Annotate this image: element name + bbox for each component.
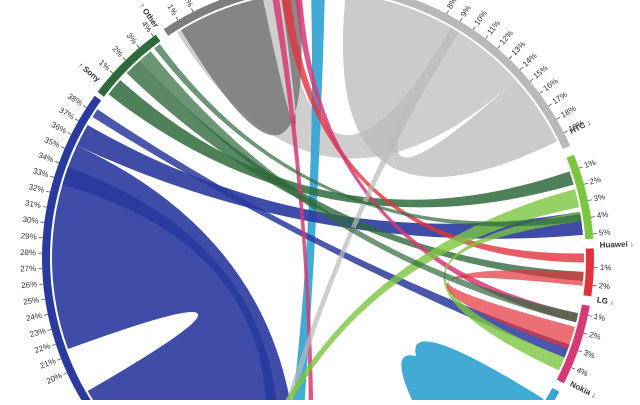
- tick: [530, 79, 533, 82]
- tick-label: 8%: [445, 0, 458, 10]
- tick-label: 37%: [57, 106, 75, 122]
- tick-label: 10%: [472, 9, 488, 27]
- group-label: LG ↓: [596, 295, 614, 306]
- tick: [548, 104, 551, 106]
- tick-label: 35%: [43, 135, 61, 150]
- tick-label: 25%: [23, 295, 40, 306]
- tick-label: 1%: [165, 3, 179, 18]
- tick-label: 2%: [110, 44, 125, 59]
- tick-label: 22%: [33, 341, 51, 355]
- tick: [151, 33, 153, 36]
- tick-label: 38%: [66, 92, 84, 108]
- tick-label: 11%: [485, 19, 502, 37]
- tick: [486, 36, 488, 39]
- tick: [191, 8, 193, 12]
- tick: [571, 368, 575, 370]
- tick-label: 4%: [575, 366, 589, 379]
- tick-label: 29%: [20, 231, 37, 241]
- tick-label: 1%: [583, 158, 597, 170]
- tick: [52, 344, 56, 345]
- tick: [557, 117, 560, 119]
- tick: [584, 183, 588, 184]
- tick: [498, 45, 501, 48]
- tick: [584, 333, 588, 334]
- tick-label: 4%: [596, 210, 609, 221]
- tick-label: 2%: [588, 330, 602, 342]
- tick-label: 5%: [599, 228, 611, 238]
- group-arc: [583, 248, 594, 296]
- tick: [61, 147, 65, 149]
- tick: [588, 200, 592, 201]
- tick-label: 33%: [32, 166, 50, 179]
- tick-label: 9%: [459, 4, 473, 19]
- tick-label: 2%: [182, 0, 195, 8]
- tick-label: 36%: [50, 120, 68, 135]
- tick: [75, 119, 78, 121]
- tick-label: 3%: [593, 192, 606, 203]
- tick-label: 1%: [593, 312, 606, 323]
- tick-label: 23%: [29, 326, 47, 339]
- tick-label: 1%: [97, 58, 112, 72]
- tick: [40, 222, 44, 223]
- tick-label: 27%: [20, 264, 36, 274]
- tick: [578, 351, 582, 352]
- tick: [137, 45, 140, 48]
- tick: [46, 191, 50, 192]
- tick-label: 31%: [24, 198, 41, 210]
- tick-label: 24%: [25, 311, 43, 323]
- tick: [63, 373, 67, 375]
- tick: [588, 315, 592, 316]
- tick: [44, 314, 48, 315]
- tick-label: 21%: [39, 356, 57, 370]
- tick-label: 13%: [510, 40, 528, 58]
- group-label: Nokia ↓: [569, 379, 598, 400]
- tick: [540, 91, 543, 93]
- tick-label: 32%: [28, 182, 46, 195]
- tick-label: 18%: [559, 104, 577, 120]
- tick: [57, 359, 61, 360]
- tick-label: 14%: [521, 51, 539, 69]
- tick: [50, 176, 54, 177]
- tick-label: 28%: [20, 248, 36, 257]
- tick: [68, 133, 72, 135]
- tick: [110, 71, 113, 74]
- tick-label: 12%: [498, 29, 515, 47]
- tick-label: 34%: [37, 151, 55, 165]
- tick: [579, 167, 583, 168]
- group-label: Huawei ↓: [600, 239, 635, 249]
- tick-label: 2%: [598, 281, 610, 291]
- tick-label: 15%: [532, 63, 550, 80]
- tick-label: 17%: [551, 90, 569, 106]
- tick-label: 2%: [588, 175, 602, 187]
- tick: [55, 161, 59, 162]
- tick-label: 1%: [600, 263, 612, 272]
- tick-label: 26%: [21, 280, 38, 290]
- tick: [591, 217, 595, 218]
- tick-label: 3%: [125, 31, 139, 46]
- tick: [520, 67, 523, 70]
- tick-label: 16%: [541, 76, 559, 93]
- tick: [43, 206, 47, 207]
- tick: [447, 10, 449, 14]
- tick: [41, 299, 45, 300]
- tick: [123, 57, 126, 60]
- tick-label: 20%: [45, 371, 63, 386]
- tick-label: 3%: [582, 348, 596, 360]
- tick: [460, 18, 462, 21]
- tick: [564, 131, 568, 133]
- tick: [509, 56, 512, 59]
- tick: [176, 17, 178, 20]
- tick: [473, 26, 475, 29]
- tick-label: 30%: [22, 215, 39, 226]
- tick: [83, 106, 86, 108]
- tick: [48, 329, 52, 330]
